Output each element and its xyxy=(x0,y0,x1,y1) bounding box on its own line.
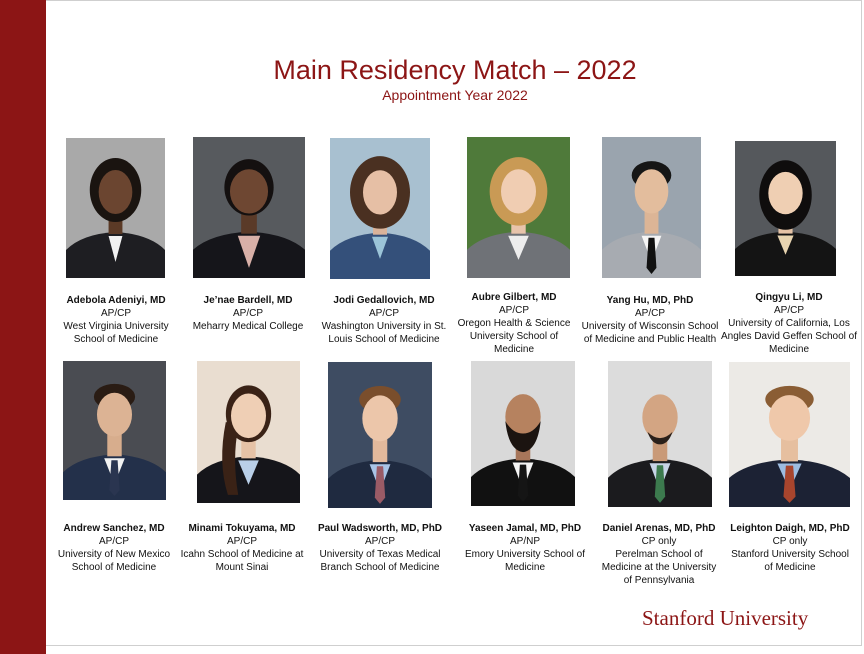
resident-school-line: of Medicine and Public Health xyxy=(583,334,717,345)
resident-school-line: University School of xyxy=(469,331,559,342)
resident-school-line: Mount Sinai xyxy=(215,562,269,573)
resident-name: Je’nae Bardell, MD xyxy=(203,295,293,306)
resident-school-line: University of California, Los xyxy=(728,318,850,329)
resident-name: Qingyu Li, MD xyxy=(755,292,823,303)
resident-school-line: Angles David Geffen School of xyxy=(720,331,857,342)
resident-track: AP/NP xyxy=(509,536,540,547)
resident-name: Yang Hu, MD, PhD xyxy=(606,295,694,306)
resident-card: Qingyu Li, MD AP/CP University of Califo… xyxy=(714,291,864,356)
resident-track: AP/CP xyxy=(773,305,804,316)
portrait-photo xyxy=(66,138,165,278)
resident-card: Paul Wadsworth, MD, PhD AP/CP University… xyxy=(305,522,455,574)
resident-school-line: School of Medicine xyxy=(71,562,157,573)
resident-name: Paul Wadsworth, MD, PhD xyxy=(317,523,443,534)
slide-title: Main Residency Match – 2022 xyxy=(273,55,637,85)
resident-name: Aubre Gilbert, MD xyxy=(471,292,557,303)
resident-school-line: of Pennsylvania xyxy=(623,575,695,586)
resident-card: Aubre Gilbert, MD AP/CP Oregon Health & … xyxy=(439,291,589,356)
resident-school-line: Oregon Health & Science xyxy=(457,318,571,329)
resident-track: CP only xyxy=(641,536,677,547)
portrait-photo xyxy=(735,141,836,276)
portrait-photo xyxy=(602,137,701,278)
resident-name: Yaseen Jamal, MD, PhD xyxy=(468,523,582,534)
resident-card: Andrew Sanchez, MD AP/CP University of N… xyxy=(39,522,189,574)
portrait-photo xyxy=(330,138,430,279)
resident-card: Daniel Arenas, MD, PhD CP only Perelman … xyxy=(584,522,734,587)
resident-name: Minami Tokuyama, MD xyxy=(188,523,296,534)
resident-card: Je’nae Bardell, MD AP/CP Meharry Medical… xyxy=(173,294,323,333)
resident-school-line: Icahn School of Medicine at xyxy=(180,549,304,560)
resident-school-line: University of New Mexico xyxy=(57,549,171,560)
resident-school-line: School of Medicine xyxy=(73,334,159,345)
resident-card: Leighton Daigh, MD, PhD CP only Stanford… xyxy=(715,522,864,574)
resident-track: AP/CP xyxy=(364,536,395,547)
side-accent-bar xyxy=(0,0,46,654)
resident-school-line: Perelman School of xyxy=(615,549,703,560)
resident-track: AP/CP xyxy=(634,308,665,319)
resident-school-line: Branch School of Medicine xyxy=(320,562,440,573)
resident-track: AP/CP xyxy=(368,308,399,319)
resident-name: Daniel Arenas, MD, PhD xyxy=(602,523,716,534)
portrait-photo xyxy=(63,361,166,500)
resident-school-line: University of Texas Medical xyxy=(319,549,441,560)
portrait-photo xyxy=(467,137,570,278)
resident-name: Leighton Daigh, MD, PhD xyxy=(730,523,850,534)
resident-school-line: Washington University in St. xyxy=(321,321,447,332)
resident-school-line: Emory University School of xyxy=(464,549,586,560)
resident-school-line: of Medicine xyxy=(764,562,816,573)
resident-card: Jodi Gedallovich, MD AP/CP Washington Un… xyxy=(309,294,459,346)
resident-school-line: Medicine xyxy=(504,562,546,573)
resident-school-line: Medicine xyxy=(493,344,535,355)
resident-name: Jodi Gedallovich, MD xyxy=(333,295,435,306)
resident-school-line: Meharry Medical College xyxy=(192,321,304,332)
resident-track: CP only xyxy=(772,536,808,547)
resident-school-line: Medicine at the University xyxy=(601,562,717,573)
resident-track: AP/CP xyxy=(226,536,257,547)
stanford-wordmark: Stanford University xyxy=(642,606,809,630)
slide-subtitle: Appointment Year 2022 xyxy=(382,87,528,103)
resident-school-line: University of Wisconsin School xyxy=(581,321,719,332)
resident-school-line: Louis School of Medicine xyxy=(328,334,440,345)
resident-card: Yang Hu, MD, PhD AP/CP University of Wis… xyxy=(575,294,725,346)
portrait-photo xyxy=(328,362,432,508)
resident-name: Adebola Adeniyi, MD xyxy=(66,295,166,306)
resident-card: Adebola Adeniyi, MD AP/CP West Virginia … xyxy=(41,294,191,346)
resident-school-line: West Virginia University xyxy=(63,321,169,332)
resident-card: Yaseen Jamal, MD, PhD AP/NP Emory Univer… xyxy=(450,522,600,574)
resident-school-line: Stanford University School xyxy=(731,549,849,560)
portrait-photo xyxy=(471,361,575,506)
resident-track: AP/CP xyxy=(232,308,263,319)
resident-track: AP/CP xyxy=(498,305,529,316)
portrait-photo xyxy=(193,137,305,278)
portrait-photo xyxy=(197,361,300,503)
resident-school-line: Medicine xyxy=(768,344,810,355)
resident-track: AP/CP xyxy=(98,536,129,547)
portrait-photo xyxy=(729,362,850,507)
resident-track: AP/CP xyxy=(100,308,131,319)
resident-name: Andrew Sanchez, MD xyxy=(63,523,165,534)
resident-card: Minami Tokuyama, MD AP/CP Icahn School o… xyxy=(167,522,317,574)
portrait-photo xyxy=(608,361,712,507)
